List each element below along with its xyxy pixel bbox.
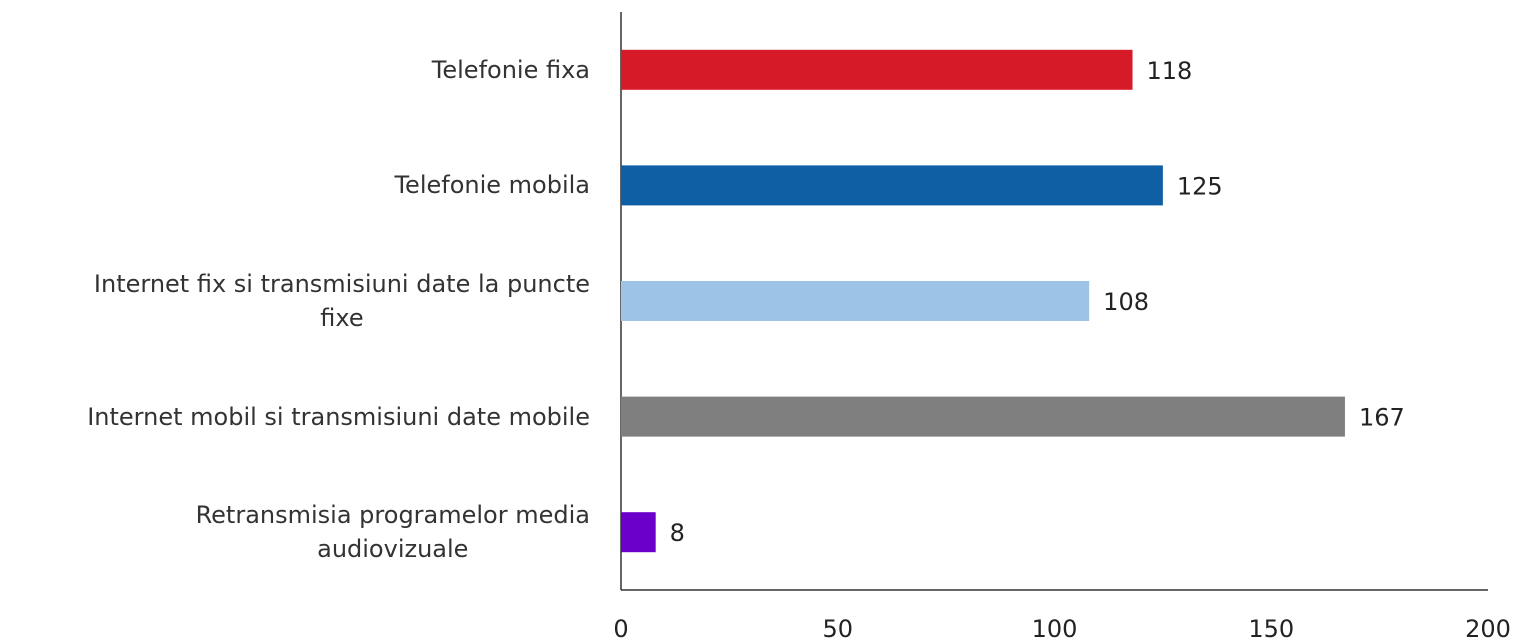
y-tick-label: Retransmisia programelor media audiovizu…	[195, 501, 590, 564]
bar	[621, 512, 656, 553]
x-tick-label: 100	[1032, 615, 1078, 643]
bar	[621, 281, 1090, 321]
data-label: 167	[1359, 404, 1405, 432]
bar	[621, 49, 1133, 90]
data-label: 125	[1177, 172, 1223, 200]
data-label: 118	[1147, 57, 1193, 85]
data-label: 108	[1103, 288, 1149, 316]
x-tick-label: 150	[1248, 615, 1294, 643]
y-tick-label: Internet fix si transmisiuni date la pun…	[93, 270, 590, 332]
y-tick-label: Internet mobil si transmisiuni date mobi…	[87, 402, 590, 431]
data-label: 8	[670, 519, 685, 547]
y-tick-label: Telefonie fixa	[431, 55, 590, 84]
bar	[621, 396, 1345, 437]
y-tick-label: Telefonie mobila	[394, 171, 590, 200]
bar	[621, 165, 1163, 206]
x-tick-label: 50	[822, 615, 853, 643]
x-tick-label: 0	[613, 615, 628, 643]
x-tick-label: 200	[1465, 615, 1511, 643]
